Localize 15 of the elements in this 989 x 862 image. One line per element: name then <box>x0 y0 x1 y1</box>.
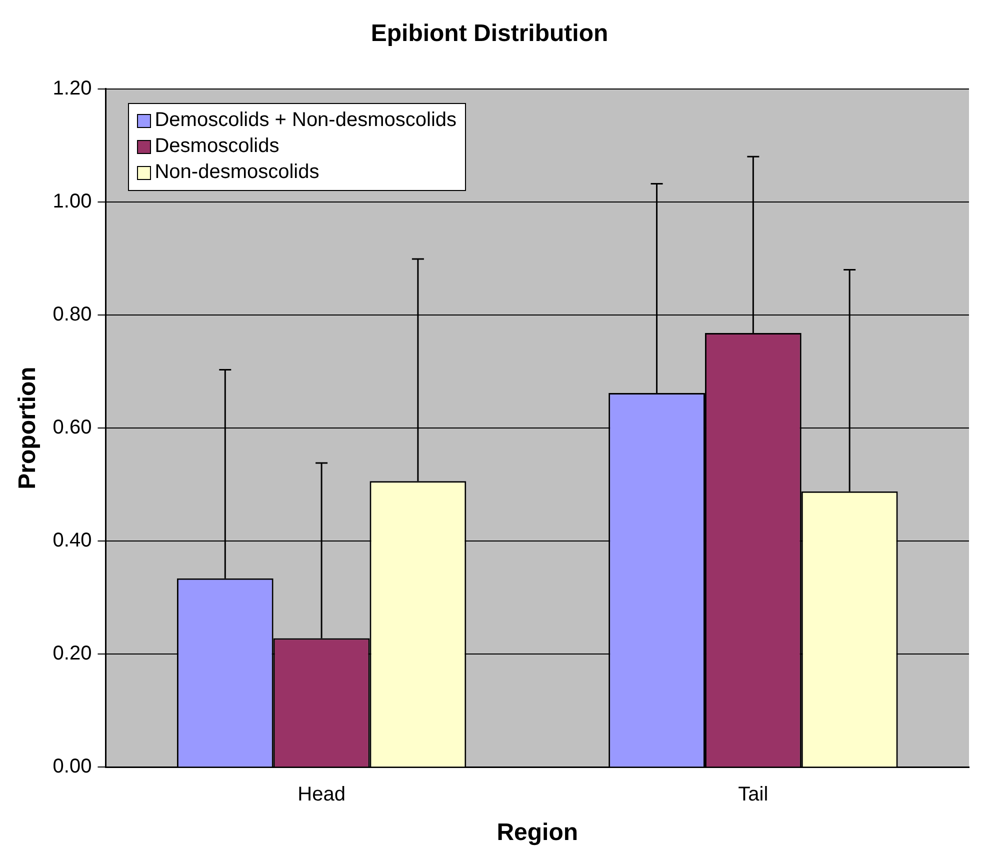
y-tick-label: 1.20 <box>52 77 92 100</box>
y-tick-label: 0.40 <box>52 530 92 552</box>
legend-label: Non-desmoscolids <box>154 161 320 184</box>
x-tick-label: Head <box>298 784 346 806</box>
x-tick-label: Tail <box>738 784 768 806</box>
y-tick-label: 0.60 <box>52 416 92 439</box>
y-tick-label: 0.20 <box>52 642 92 665</box>
x-axis-title: Region <box>496 819 578 846</box>
chart-title: Epibiont Distribution <box>370 20 608 48</box>
y-tick-label: 1.00 <box>52 190 92 212</box>
y-axis-title: Proportion <box>14 366 42 490</box>
y-tick-label: 0.00 <box>52 756 92 778</box>
y-tick-label: 0.80 <box>52 303 92 326</box>
legend-label: Desmoscolids <box>154 135 280 158</box>
legend-label: Demoscolids + Non-desmoscolids <box>154 109 457 132</box>
